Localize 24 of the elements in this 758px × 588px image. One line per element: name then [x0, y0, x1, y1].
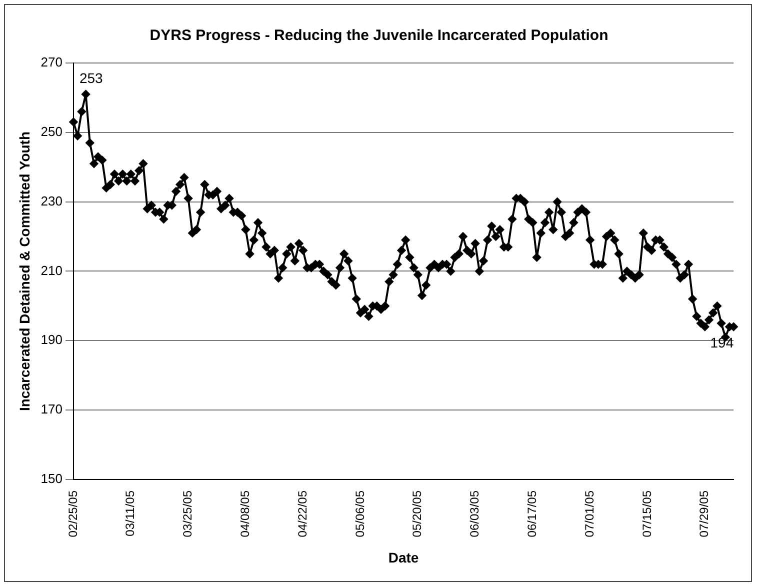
- x-tick-label: 02/25/05: [66, 490, 80, 538]
- x-tick-label: 05/06/05: [352, 490, 367, 538]
- y-tick-label: 210: [40, 262, 62, 278]
- y-tick-label: 250: [40, 124, 62, 139]
- annotation: 253: [79, 70, 104, 86]
- x-tick-label: 03/11/05: [123, 490, 138, 536]
- x-tick-label: 05/20/05: [410, 490, 424, 538]
- annotation: 194: [710, 334, 734, 351]
- chart-title: DYRS Progress - Reducing the Juvenile Incarcerated Population: [150, 27, 608, 44]
- x-tick-label: 06/17/05: [525, 490, 540, 538]
- x-tick-label: 07/01/05: [582, 490, 596, 538]
- y-tick-label: 270: [40, 54, 62, 70]
- x-tick-label: 04/22/05: [295, 490, 310, 538]
- x-tick-label: 07/15/05: [640, 490, 654, 538]
- x-tick-label: 07/29/05: [697, 490, 712, 538]
- x-tick-label: 03/25/05: [180, 490, 195, 538]
- y-tick-label: 190: [40, 332, 62, 348]
- x-tick-label: 04/08/05: [238, 490, 252, 538]
- y-tick-label: 150: [40, 471, 62, 486]
- x-axis-title: Date: [388, 549, 419, 566]
- x-tick-label: 06/03/05: [468, 490, 482, 538]
- y-tick-label: 230: [40, 193, 62, 208]
- y-axis-title: Incarcerated Detained & Committed Youth: [16, 131, 32, 412]
- y-tick-label: 170: [40, 402, 62, 417]
